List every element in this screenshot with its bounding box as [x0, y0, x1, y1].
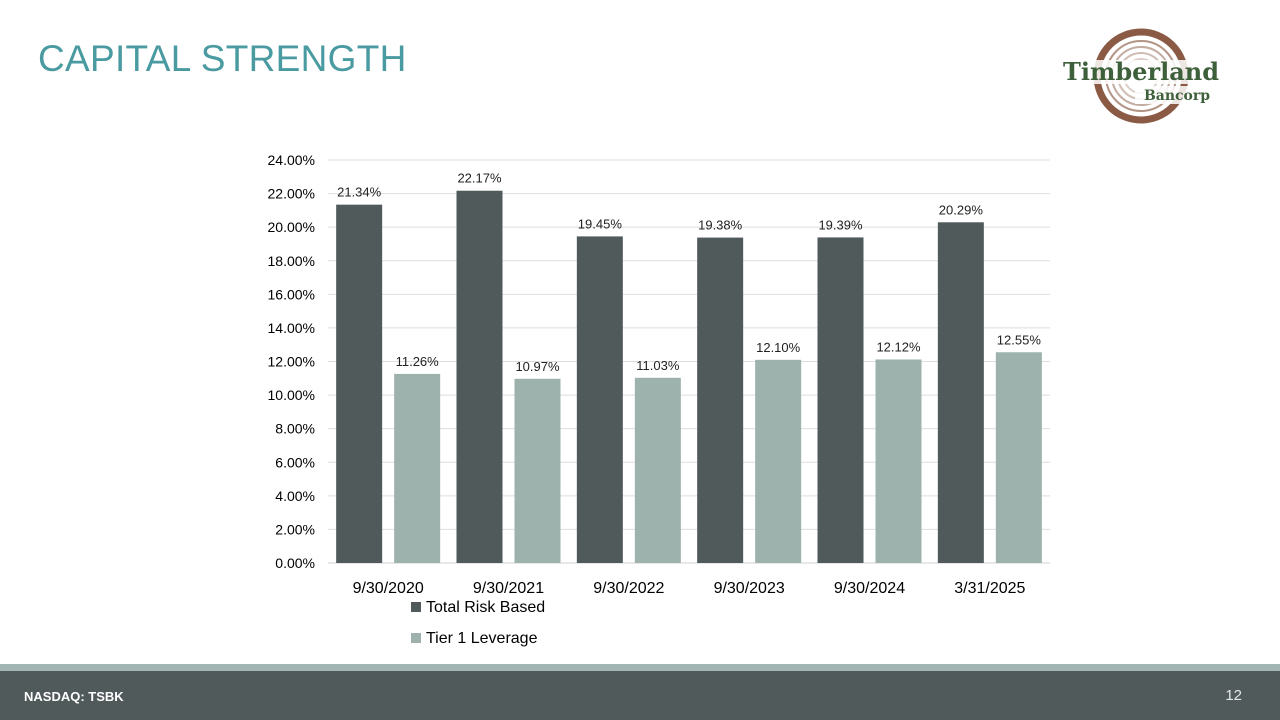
data-label: 12.10%	[756, 340, 801, 355]
page-number: 12	[1225, 687, 1242, 704]
legend-swatch	[411, 633, 421, 643]
data-label: 19.45%	[578, 216, 623, 231]
data-label: 11.03%	[636, 358, 680, 373]
legend-label: Tier 1 Leverage	[426, 630, 538, 647]
bar-total-risk-based	[456, 190, 503, 563]
ticker-label: NASDAQ: TSBK	[24, 689, 124, 704]
x-tick-label: 9/30/2024	[834, 580, 905, 597]
footer-bar: NASDAQ: TSBK 12	[0, 671, 1280, 720]
x-tick-label: 3/31/2025	[954, 580, 1025, 597]
data-label: 11.26%	[396, 354, 440, 369]
y-tick-label: 6.00%	[275, 454, 315, 470]
bar-total-risk-based	[817, 237, 864, 563]
capital-ratio-chart: 0.00% 2.00% 4.00% 6.00% 8.00% 10.00% 12.00% 14.…	[268, 152, 1050, 647]
legend-swatch	[411, 602, 421, 612]
bar-total-risk-based	[697, 237, 744, 563]
bar-tier1-leverage	[514, 378, 561, 563]
y-tick-label: 22.00%	[268, 186, 315, 202]
bar-tier1-leverage	[634, 377, 681, 563]
y-tick-label: 18.00%	[268, 253, 315, 269]
y-tick-label: 10.00%	[268, 387, 315, 403]
bar-tier1-leverage	[875, 359, 922, 563]
y-tick-label: 24.00%	[268, 152, 315, 168]
y-tick-label: 16.00%	[268, 286, 315, 302]
data-label: 22.17%	[457, 171, 502, 186]
x-tick-label: 9/30/2021	[473, 580, 544, 597]
data-labels: 21.34% 11.26% 22.17% 10.97% 19.45% 11.03% 19.3…	[337, 171, 1041, 374]
data-label: 12.55%	[997, 332, 1042, 347]
data-label: 19.38%	[698, 218, 743, 233]
y-tick-label: 2.00%	[275, 521, 315, 537]
data-label: 10.97%	[515, 359, 560, 374]
y-tick-label: 0.00%	[275, 555, 315, 571]
gridlines	[328, 159, 1050, 564]
bar-total-risk-based	[336, 204, 383, 563]
y-tick-label: 12.00%	[268, 354, 315, 370]
x-tick-label: 9/30/2023	[714, 580, 785, 597]
company-logo: Timberland Bancorp	[1057, 28, 1225, 124]
data-label: 20.29%	[939, 202, 984, 217]
legend: Total Risk Based Tier 1 Leverage	[411, 599, 545, 647]
bar-total-risk-based	[937, 222, 984, 563]
bars	[336, 190, 1042, 563]
legend-label: Total Risk Based	[426, 599, 545, 616]
logo-sub: Bancorp	[1144, 88, 1210, 104]
y-tick-label: 20.00%	[268, 219, 315, 235]
y-tick-label: 8.00%	[275, 421, 315, 437]
data-label: 12.12%	[876, 339, 921, 354]
x-axis: 9/30/2020 9/30/2021 9/30/2022 9/30/2023 9/30…	[353, 580, 1026, 597]
bar-total-risk-based	[576, 236, 623, 563]
y-tick-label: 4.00%	[275, 488, 315, 504]
logo-name: Timberland	[1063, 57, 1219, 86]
y-axis: 0.00% 2.00% 4.00% 6.00% 8.00% 10.00% 12.00% 14.…	[268, 152, 315, 571]
bar-tier1-leverage	[755, 359, 802, 563]
footer-accent-bar	[0, 664, 1280, 671]
y-tick-label: 14.00%	[268, 320, 315, 336]
slide-title: CAPITAL STRENGTH	[38, 38, 407, 79]
x-tick-label: 9/30/2022	[593, 580, 664, 597]
data-label: 21.34%	[337, 185, 382, 200]
data-label: 19.39%	[818, 217, 863, 232]
bar-tier1-leverage	[394, 373, 441, 563]
x-tick-label: 9/30/2020	[353, 580, 424, 597]
bar-tier1-leverage	[995, 352, 1042, 563]
